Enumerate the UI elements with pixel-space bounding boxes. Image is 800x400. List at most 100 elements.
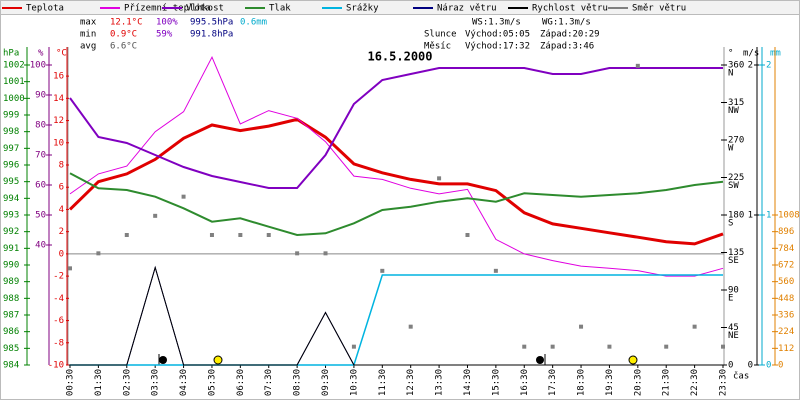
- sun-icon: [213, 355, 223, 365]
- axis-tick-label: 315: [728, 98, 744, 108]
- x-tick-label: 01:30: [94, 369, 104, 396]
- y-tick-label: 12: [53, 116, 64, 126]
- axis-tick-label: 0: [728, 361, 733, 371]
- x-tick-label: 22:30: [690, 369, 700, 396]
- axis-tick-label: 1002: [3, 61, 25, 71]
- legend-label: Náraz větru: [437, 4, 497, 14]
- axis-tick-label: 999: [3, 111, 19, 121]
- direction-point: [408, 324, 413, 329]
- direction-point: [266, 233, 271, 237]
- y-tick-label: 4: [59, 205, 64, 215]
- x-tick-label: 07:30: [264, 369, 274, 396]
- axis-tick-label: 45: [728, 323, 739, 333]
- legend-label: Teplota: [26, 4, 64, 14]
- y-tick-label: 10: [53, 138, 64, 148]
- x-tick-label: 21:30: [662, 369, 672, 396]
- axis-tick-label: 0: [778, 361, 783, 371]
- astro-icons: [158, 354, 638, 365]
- moon-icon: [159, 356, 167, 364]
- stat-label: min: [80, 30, 96, 40]
- axis-tick-label: 225: [728, 173, 744, 183]
- axis-tick-label: 989: [3, 277, 19, 287]
- x-tick-label: 16:30: [520, 369, 530, 396]
- x-tick-label: 02:30: [122, 369, 132, 396]
- legend-label: Směr větru: [632, 4, 686, 14]
- direction-point: [493, 268, 498, 273]
- axis-tick-label: 80: [35, 121, 46, 131]
- y-tick-label: -8: [53, 338, 64, 348]
- axis-tick-label: 998: [3, 127, 19, 137]
- axis-tick-label: 560: [778, 277, 794, 287]
- astro-set: Západ:20:29: [540, 30, 600, 40]
- axis-tick-label: 996: [3, 161, 19, 171]
- x-axis-label: čas: [733, 371, 749, 382]
- y-tick-label: 0: [59, 249, 64, 259]
- y-tick-label: 8: [59, 161, 64, 171]
- direction-point: [323, 251, 328, 256]
- axis-tick-label: 995: [3, 177, 19, 187]
- axis-tick-name: SW: [728, 181, 739, 191]
- axis-tick-label: 50: [35, 211, 46, 221]
- direction-point: [380, 268, 385, 273]
- astro-rise: Východ:05:05: [465, 30, 530, 40]
- series-line: [70, 265, 723, 366]
- axis-tick-label: 994: [3, 194, 19, 204]
- x-tick-label: 18:30: [577, 369, 587, 396]
- legend-label: Vlhkost: [186, 4, 224, 14]
- direction-point: [664, 344, 669, 349]
- axis-tick-label: 1000: [3, 94, 25, 104]
- axis-tick-label: 1008: [778, 211, 800, 221]
- x-tick-label: 20:30: [633, 369, 643, 396]
- wind-info: WG:1.3m/s: [542, 18, 591, 28]
- direction-point: [607, 344, 612, 349]
- series-line: [69, 56, 724, 277]
- series-line: [68, 117, 724, 246]
- axis-tick-label: 0: [748, 361, 753, 371]
- y-tick-label: 2: [59, 227, 64, 237]
- direction-point: [351, 344, 356, 349]
- wind-info: WS:1.3m/s: [472, 18, 521, 28]
- axis-tick-name: W: [728, 144, 734, 154]
- series-line: [69, 67, 723, 189]
- stat-value: 995.5hPa: [190, 18, 233, 28]
- axis-tick-label: 270: [728, 136, 744, 146]
- direction-point: [579, 324, 584, 329]
- legend-label: Tlak: [269, 4, 291, 14]
- axis-tick-label: 984: [3, 361, 19, 371]
- direction-point: [692, 324, 697, 329]
- series-line: [69, 172, 724, 237]
- axis-tick-label: 991: [3, 244, 19, 254]
- y-tick-label: -4: [53, 294, 64, 304]
- axis-tick-label: 90: [728, 286, 739, 296]
- axis-tick-label: 90: [35, 91, 46, 101]
- axis-tick-label: 40: [35, 241, 46, 251]
- astro-rise: Východ:17:32: [465, 42, 530, 52]
- astro-label: Měsíc: [424, 42, 451, 52]
- axis-tick-name: NE: [728, 331, 739, 341]
- axis-tick-label: 896: [778, 227, 794, 237]
- direction-point: [522, 344, 527, 349]
- axis-tick-label: 448: [778, 294, 794, 304]
- direction-point: [295, 251, 300, 256]
- stat-value: 12.1°C: [110, 18, 143, 28]
- x-tick-label: 17:30: [548, 369, 558, 396]
- x-tick-label: 15:30: [491, 369, 501, 396]
- axis-tick-label: 135: [728, 248, 744, 258]
- x-tick-label: 11:30: [378, 369, 388, 396]
- stat-label: max: [80, 18, 97, 28]
- axis-tick-label: 60: [35, 181, 46, 191]
- axis-tick-label: 990: [3, 261, 19, 271]
- axis-tick-label: 986: [3, 327, 19, 337]
- x-tick-label: 13:30: [435, 369, 445, 396]
- axis-tick-name: SE: [728, 256, 739, 266]
- direction-point: [68, 266, 72, 271]
- legend-label: Rychlost větru: [532, 4, 608, 14]
- moon-icon: [536, 356, 544, 364]
- stat-label: avg: [80, 42, 96, 52]
- axis-tick-label: 1: [766, 211, 771, 221]
- x-tick-label: 08:30: [293, 369, 303, 396]
- y-tick-label: 14: [53, 94, 64, 104]
- x-tick-label: 12:30: [406, 369, 416, 396]
- direction-point: [124, 233, 129, 237]
- axis-tick-label: 997: [3, 144, 19, 154]
